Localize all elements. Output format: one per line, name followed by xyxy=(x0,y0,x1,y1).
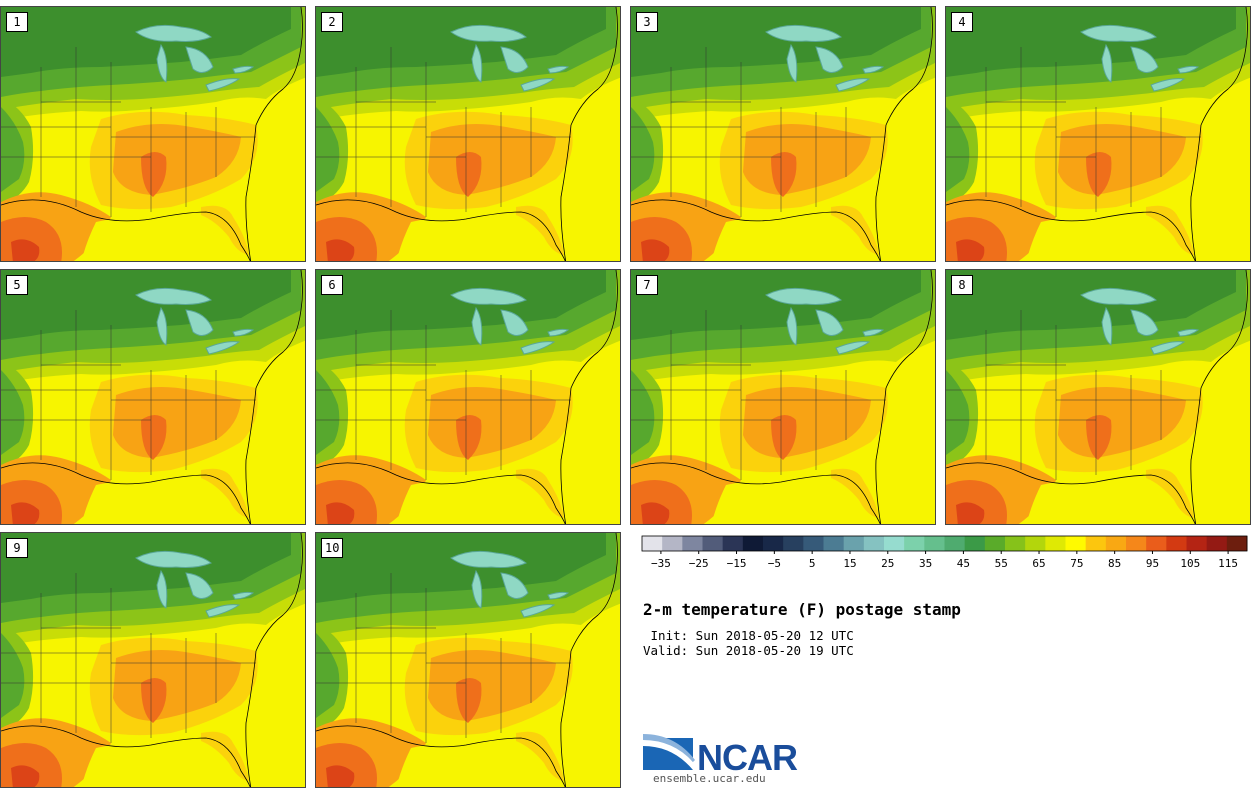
temperature-map xyxy=(1,7,305,261)
colorbar-swatch xyxy=(783,536,804,551)
colorbar-tick-label: 35 xyxy=(919,557,932,570)
colorbar-swatch xyxy=(1226,536,1248,551)
colorbar-swatch xyxy=(944,536,966,551)
colorbar-tick-label: 85 xyxy=(1108,557,1121,570)
colorbar-swatch xyxy=(742,536,764,551)
colorbar-swatch xyxy=(1025,536,1046,551)
colorbar-swatch xyxy=(1186,536,1208,551)
colorbar-swatch xyxy=(1206,536,1228,551)
colorbar-tick-label: 45 xyxy=(957,557,970,570)
temperature-colorbar: −35 −25 −15 −5 5 15 25 35 45 55 65 75 85 95 105 115 xyxy=(641,535,1248,570)
member-number: 6 xyxy=(321,275,343,295)
temperature-map xyxy=(316,270,620,524)
colorbar-swatch xyxy=(1005,536,1026,551)
temperature-map xyxy=(316,7,620,261)
member-panel: 6 xyxy=(315,269,621,525)
colorbar-tick-label: −15 xyxy=(727,557,747,570)
temperature-map xyxy=(946,7,1250,261)
member-panel: 10 xyxy=(315,532,621,788)
member-panel: 4 xyxy=(945,6,1251,262)
colorbar-swatches xyxy=(641,535,1248,552)
member-number: 10 xyxy=(321,538,344,558)
colorbar-swatch xyxy=(863,536,885,551)
colorbar-swatch xyxy=(1045,536,1066,551)
member-panel: 1 xyxy=(0,6,306,262)
colorbar-swatch xyxy=(682,536,703,551)
colorbar-tick-label: 75 xyxy=(1070,557,1083,570)
colorbar-swatch xyxy=(964,536,986,551)
colorbar-swatch xyxy=(662,536,683,551)
temperature-map xyxy=(1,533,305,787)
colorbar-swatch xyxy=(803,536,824,551)
colorbar-swatch xyxy=(1126,536,1147,551)
colorbar-swatch xyxy=(722,536,744,551)
temperature-map xyxy=(316,533,620,787)
colorbar-swatch xyxy=(1146,536,1167,551)
valid-time: Valid: Sun 2018-05-20 19 UTC xyxy=(643,643,854,658)
temperature-map xyxy=(631,270,935,524)
colorbar-swatch xyxy=(763,536,784,551)
colorbar-tick-label: 25 xyxy=(881,557,894,570)
member-number: 8 xyxy=(951,275,973,295)
member-panel: 9 xyxy=(0,532,306,788)
colorbar-tick-label: 95 xyxy=(1146,557,1159,570)
member-panel: 5 xyxy=(0,269,306,525)
logo-wordmark: NCAR xyxy=(697,737,798,778)
init-time: Init: Sun 2018-05-20 12 UTC xyxy=(643,628,854,643)
ncar-logo-icon xyxy=(643,734,695,770)
member-panel: 7 xyxy=(630,269,936,525)
colorbar-tick-label: 115 xyxy=(1218,557,1238,570)
member-number: 9 xyxy=(6,538,28,558)
colorbar-tick-label: 15 xyxy=(843,557,856,570)
colorbar-tick-label: −25 xyxy=(689,557,709,570)
colorbar-swatch xyxy=(843,536,865,551)
colorbar-swatch xyxy=(1166,536,1187,551)
temperature-map xyxy=(946,270,1250,524)
colorbar-outline xyxy=(641,535,1248,552)
colorbar-tick-label: 5 xyxy=(809,557,816,570)
member-number: 4 xyxy=(951,12,973,32)
logo-url: ensemble.ucar.edu xyxy=(653,772,766,785)
member-panel: 2 xyxy=(315,6,621,262)
colorbar-swatch xyxy=(1085,536,1107,551)
colorbar-swatch xyxy=(823,536,845,551)
colorbar-tick-label: −5 xyxy=(768,557,781,570)
colorbar-tick-label: 55 xyxy=(995,557,1008,570)
colorbar-tick-label: 105 xyxy=(1180,557,1200,570)
member-panel: 8 xyxy=(945,269,1251,525)
member-number: 3 xyxy=(636,12,658,32)
member-number: 7 xyxy=(636,275,658,295)
colorbar-swatch xyxy=(924,536,945,551)
member-panel: 3 xyxy=(630,6,936,262)
member-number: 5 xyxy=(6,275,28,295)
colorbar-ticks: −35 −25 −15 −5 5 15 25 35 45 55 65 75 85 95 105 115 xyxy=(651,551,1238,570)
chart-title: 2-m temperature (F) postage stamp xyxy=(643,600,961,619)
colorbar-tick-label: −35 xyxy=(651,557,671,570)
colorbar-tick-label: 65 xyxy=(1032,557,1045,570)
colorbar-swatch xyxy=(1105,536,1127,551)
colorbar-swatch xyxy=(1065,536,1087,551)
temperature-map xyxy=(631,7,935,261)
colorbar-swatch xyxy=(904,536,925,551)
member-number: 1 xyxy=(6,12,28,32)
colorbar-swatch xyxy=(702,536,724,551)
colorbar-swatch xyxy=(642,536,663,551)
member-number: 2 xyxy=(321,12,343,32)
colorbar-swatch xyxy=(984,536,1006,551)
temperature-map xyxy=(1,270,305,524)
colorbar-swatch xyxy=(884,536,905,551)
